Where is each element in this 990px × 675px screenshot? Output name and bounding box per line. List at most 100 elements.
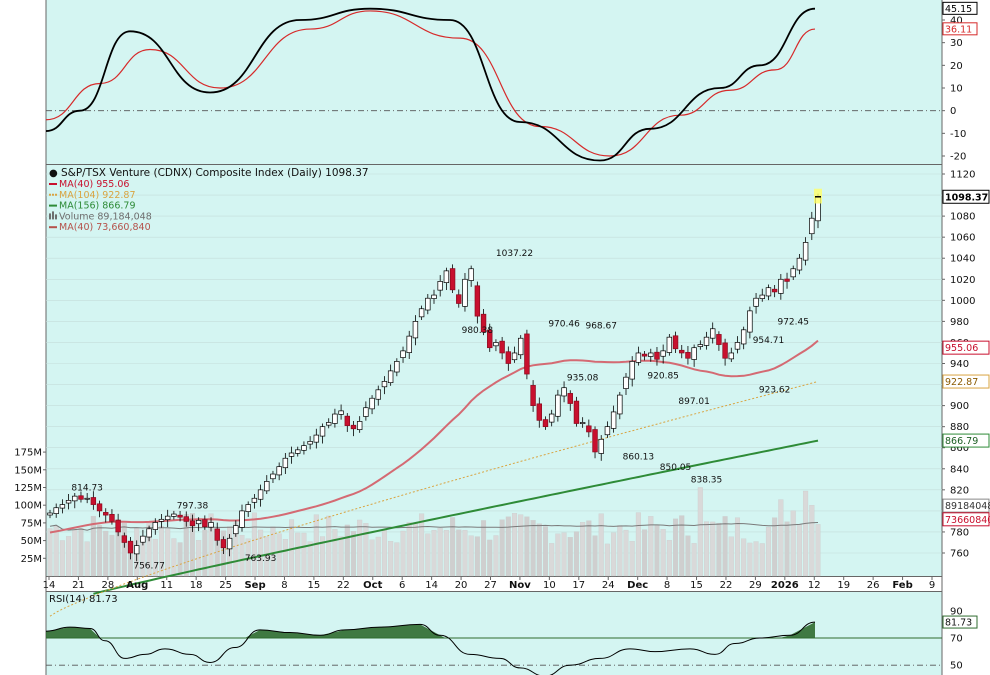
volume-bar: [320, 536, 326, 577]
volume-bar: [97, 525, 103, 577]
oscillator-tags: 45.15 36.11: [942, 1, 978, 36]
candle-body: [524, 333, 530, 375]
legend-label: MA(156) 866.79: [59, 201, 136, 212]
date-tick-label: 11: [160, 580, 173, 591]
date-tick-label: Sep: [244, 580, 265, 591]
price-tick-label: 1000: [950, 296, 975, 307]
volume-bar: [276, 533, 282, 577]
volume-bar: [295, 532, 301, 577]
candle-body: [468, 268, 474, 281]
volume-bar: [734, 517, 740, 577]
price-tick-label: 1060: [950, 233, 975, 244]
candle-body: [394, 361, 400, 373]
volume-bar: [171, 538, 177, 577]
volume-bar: [617, 525, 623, 577]
date-tick-label: Nov: [509, 580, 531, 591]
volume-bar: [642, 529, 648, 577]
candle-body: [295, 449, 301, 454]
price-tag-box: [942, 340, 990, 355]
candle-body: [202, 519, 208, 528]
volume-bar: [437, 528, 443, 577]
price-annotation: 920.85: [647, 372, 679, 382]
price-annotation: 935.08: [567, 374, 599, 384]
candle-body: [387, 370, 394, 384]
volume-bar: [313, 514, 319, 577]
date-tick-label: 22: [337, 580, 350, 591]
candle-body: [158, 518, 165, 522]
volume-bar: [772, 517, 778, 577]
volume-tick-label: 75M: [21, 518, 42, 529]
candle-body: [765, 287, 772, 297]
volume-bar: [803, 490, 809, 577]
volume-bar: [716, 522, 722, 577]
volume-bar: [747, 542, 753, 577]
candle-body: [276, 466, 282, 476]
candle-body: [164, 515, 171, 521]
candle-body: [257, 489, 264, 500]
date-tick-label: 14: [425, 580, 438, 591]
volume-bar: [251, 512, 257, 577]
volume-bar: [152, 538, 158, 577]
candle-body: [47, 512, 53, 516]
price-tick-label: 820: [950, 485, 969, 496]
candle-body: [623, 376, 629, 389]
date-tick-label: 6: [399, 580, 405, 591]
price-tick-label: 1040: [950, 254, 975, 265]
oscillator-tag-label: 45.15: [945, 4, 972, 15]
price-annotation: 797.38: [177, 502, 209, 512]
volume-bar: [487, 539, 493, 577]
rsi-tick-label: 70: [950, 634, 963, 645]
candle-body: [703, 336, 710, 346]
price-tag-box: [942, 498, 990, 513]
candle-body: [617, 394, 623, 415]
candle-body: [152, 522, 158, 530]
price-tick-label: 1020: [950, 275, 975, 286]
volume-tick-label: 100M: [14, 501, 42, 512]
candle-body: [443, 270, 450, 283]
app-icon: ●: [49, 168, 58, 179]
price-annotation: 1037.22: [496, 249, 533, 259]
volume-bar: [753, 541, 759, 577]
candle-body: [171, 513, 177, 517]
legend-label: MA(40) 73,660,840: [59, 222, 151, 233]
volume-bar: [456, 529, 462, 577]
candle-body: [759, 294, 765, 299]
candle-body: [511, 352, 518, 361]
date-tick-label: 24: [602, 580, 615, 591]
candle-body: [697, 344, 704, 347]
volume-bar: [778, 499, 784, 577]
candle-body: [270, 473, 276, 480]
legend-label: MA(104) 922.87: [59, 190, 136, 201]
volume-bar: [208, 513, 214, 577]
rsi-line: [45, 621, 816, 675]
price-tick-label: 780: [950, 527, 969, 538]
price-annotation: 980.38: [462, 326, 494, 336]
candle-body: [635, 352, 642, 363]
candle-body: [685, 351, 691, 359]
oscillator-tick-label: 0: [950, 106, 956, 117]
date-tick-label: 14: [43, 580, 56, 591]
date-tick-label: 8: [664, 580, 670, 591]
candle-body: [127, 540, 134, 554]
candle-body: [381, 381, 388, 388]
candle-body: [747, 310, 753, 333]
volume-bar: [691, 543, 697, 577]
ma156-line: [93, 439, 819, 595]
date-tick-label: 15: [690, 580, 703, 591]
price-tick-label: 980: [950, 317, 969, 328]
volume-bar: [239, 535, 245, 577]
volume-bar: [512, 513, 518, 577]
legend-label: MA(40) 955.06: [59, 179, 129, 190]
date-tick-label: 9: [929, 580, 935, 591]
candle-body: [449, 268, 456, 291]
price-tick-label: 840: [950, 464, 969, 475]
candle-body: [65, 500, 72, 504]
volume-bar: [629, 541, 635, 577]
date-tick-label: 28: [101, 580, 114, 591]
volume-bar: [673, 518, 679, 577]
volume-bar: [679, 515, 685, 577]
candle-body: [406, 335, 412, 353]
volume-bar: [66, 536, 72, 577]
volume-bar: [499, 519, 505, 577]
price-tick-label: 880: [950, 422, 969, 433]
